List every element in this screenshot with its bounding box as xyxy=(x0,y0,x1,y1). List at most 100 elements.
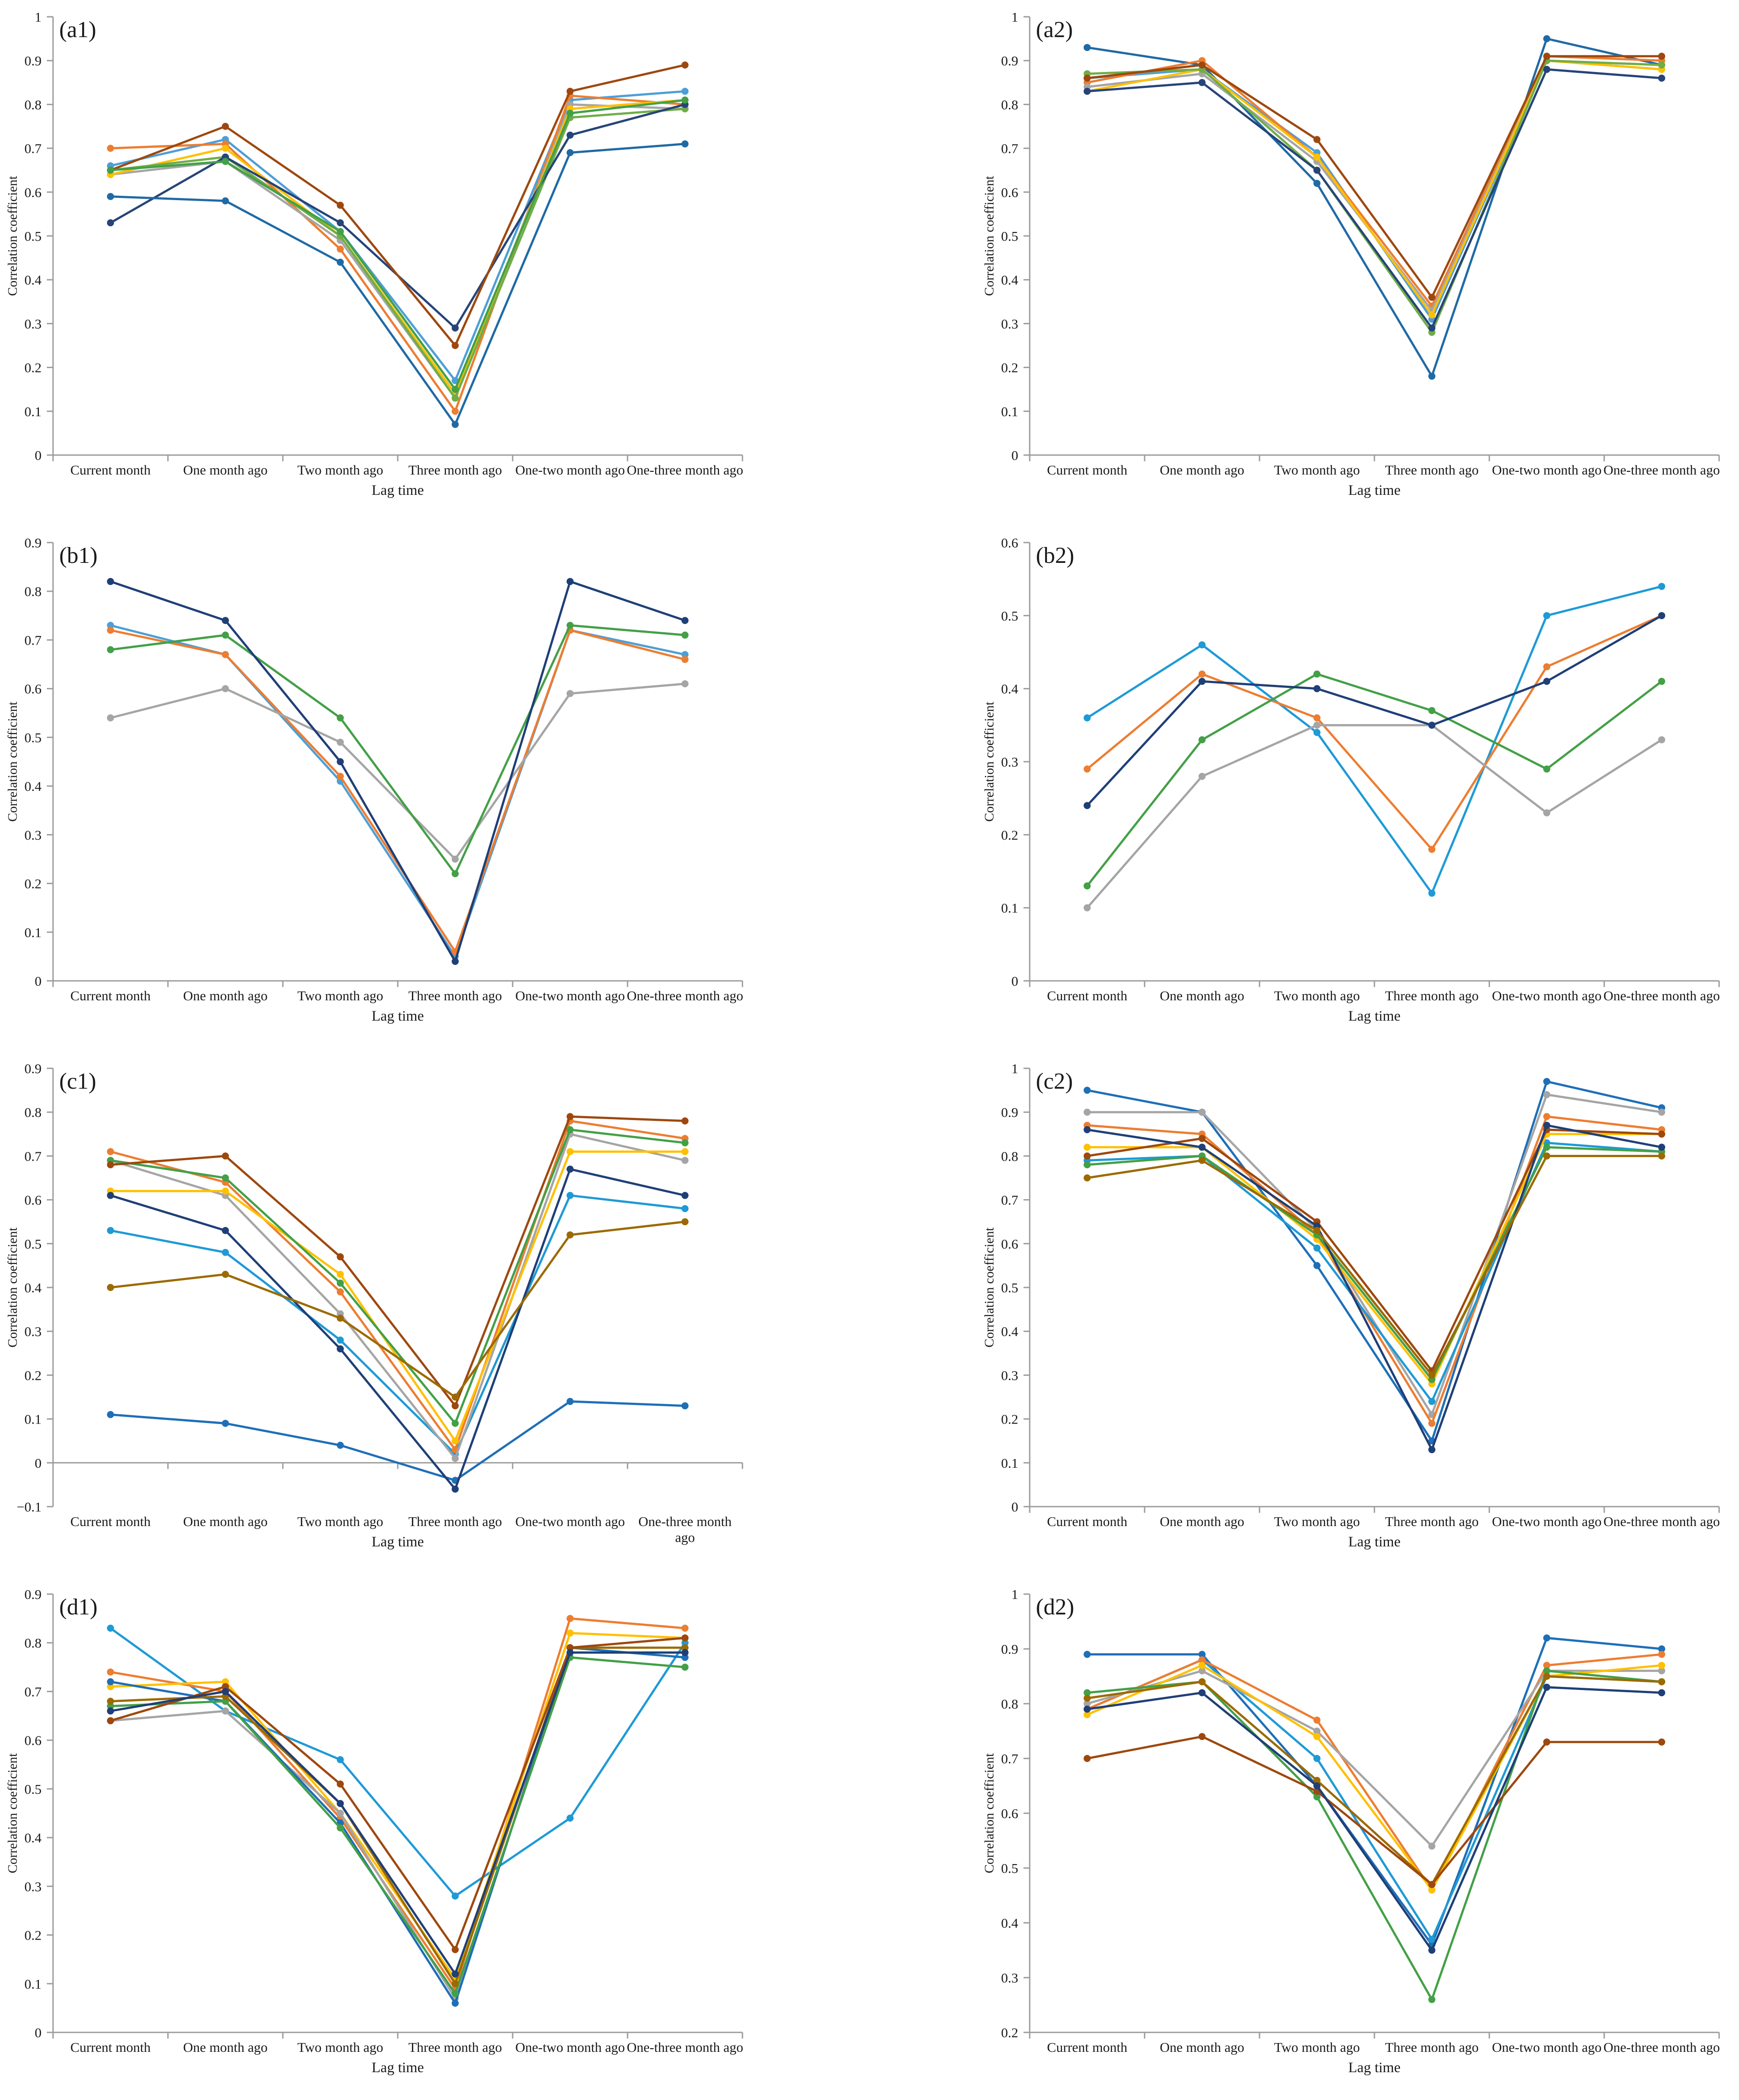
data-point xyxy=(1543,663,1550,671)
data-point xyxy=(452,1485,459,1493)
data-point xyxy=(1313,167,1320,174)
data-point xyxy=(1543,66,1550,73)
data-point xyxy=(1658,1651,1665,1658)
data-point xyxy=(1428,311,1435,319)
panel-label: (b1) xyxy=(59,543,98,568)
y-tick-label: 0.3 xyxy=(1001,754,1018,770)
y-tick-label: 0.1 xyxy=(24,1412,42,1427)
data-point xyxy=(452,855,459,863)
x-tick-label: One-three month ago xyxy=(1603,1514,1720,1529)
data-point xyxy=(1543,1143,1550,1151)
series-line-8 xyxy=(1086,1735,1663,1886)
y-tick-label: 0.5 xyxy=(24,1781,42,1797)
data-point xyxy=(567,110,574,117)
x-tick-label: Two month ago xyxy=(1274,1514,1360,1529)
data-point xyxy=(567,1113,574,1120)
series-line-1 xyxy=(109,1400,686,1481)
data-point xyxy=(1199,678,1206,685)
data-point xyxy=(452,1420,459,1427)
series-line-3 xyxy=(109,1120,686,1451)
y-tick-label: 0.8 xyxy=(1001,1148,1018,1164)
data-point xyxy=(1199,641,1206,649)
y-axis-title: Correlation coefficient xyxy=(982,701,997,821)
y-axis-title: Correlation coefficient xyxy=(5,1753,20,1873)
data-point xyxy=(337,1345,344,1352)
y-tick-label: 0.8 xyxy=(1001,1696,1018,1712)
y-tick-label: 0 xyxy=(1012,448,1019,463)
x-tick-label: One-three month ago xyxy=(627,988,743,1003)
y-tick-label: 0.3 xyxy=(1001,1367,1018,1383)
data-point xyxy=(452,421,459,428)
series-line-1 xyxy=(1086,1080,1663,1442)
y-tick-label: 0.3 xyxy=(24,827,42,843)
data-point xyxy=(681,1139,689,1147)
y-tick-label: 0.2 xyxy=(1001,827,1018,843)
data-point xyxy=(681,1205,689,1212)
y-tick-label: 0.6 xyxy=(24,1192,42,1208)
data-point xyxy=(1543,612,1550,619)
series-line-8 xyxy=(1086,1124,1663,1451)
x-tick-label: One-three month ago xyxy=(627,2039,743,2055)
chart-panel-b1: 0 0.1 0.2 0.3 0.4 0.5 0.6 0.7 0.8 0.9 Current mont… xyxy=(5,535,743,1024)
data-point xyxy=(681,1644,689,1652)
y-tick-label: 0 xyxy=(35,1455,42,1471)
y-tick-label: 0.2 xyxy=(24,1928,42,1943)
data-point xyxy=(107,1717,114,1724)
data-point xyxy=(1543,1683,1550,1691)
y-tick-label: 0.9 xyxy=(1001,1641,1018,1657)
data-point xyxy=(681,140,689,148)
data-point xyxy=(222,1249,229,1256)
data-point xyxy=(567,1148,574,1155)
data-point xyxy=(107,578,114,585)
data-point xyxy=(1543,1738,1550,1746)
data-point xyxy=(1313,670,1320,678)
y-tick-label: 0.5 xyxy=(1001,608,1018,623)
x-tick-label: Two month ago xyxy=(297,988,383,1003)
x-tick-label: One-two month ago xyxy=(1492,2039,1602,2055)
data-point xyxy=(567,1629,574,1637)
y-tick-label: 0.9 xyxy=(24,535,42,551)
x-axis-title: Lag time xyxy=(372,482,424,498)
data-point xyxy=(567,1649,574,1656)
data-point xyxy=(1313,722,1320,729)
x-tick-label: Current month xyxy=(70,988,151,1003)
series-line-7 xyxy=(109,1646,686,1985)
data-point xyxy=(1428,1886,1435,1894)
data-point xyxy=(107,1161,114,1169)
data-point xyxy=(1543,678,1550,685)
series-line-3 xyxy=(1086,55,1663,308)
data-point xyxy=(107,1227,114,1234)
data-point xyxy=(1084,1711,1091,1718)
data-point xyxy=(222,158,229,165)
y-tick-label: 1 xyxy=(35,9,42,25)
data-point xyxy=(1199,736,1206,744)
data-point xyxy=(337,738,344,746)
data-point xyxy=(1199,1678,1206,1686)
data-point xyxy=(222,1152,229,1160)
y-tick-label: 0.8 xyxy=(24,584,42,599)
x-tick-label: Current month xyxy=(1047,2039,1127,2055)
data-point xyxy=(337,258,344,266)
series-line-3 xyxy=(109,103,686,399)
x-tick-label: One-two month ago xyxy=(1492,462,1602,478)
data-point xyxy=(337,1810,344,1817)
data-point xyxy=(1428,1996,1435,2003)
series-line-9 xyxy=(109,1220,686,1398)
data-point xyxy=(1084,1152,1091,1160)
data-point xyxy=(1543,1667,1550,1675)
data-point xyxy=(452,1454,459,1462)
data-point xyxy=(1313,729,1320,736)
data-point xyxy=(1658,736,1665,744)
data-point xyxy=(337,1756,344,1763)
data-point xyxy=(1313,136,1320,143)
x-tick-label: Three month ago xyxy=(408,2039,502,2055)
series-line-1 xyxy=(109,90,686,382)
chart-panel-d1: 0 0.1 0.2 0.3 0.4 0.5 0.6 0.7 0.8 0.9 Current mont… xyxy=(5,1587,743,2076)
x-axis-title: Lag time xyxy=(372,2060,424,2076)
data-point xyxy=(222,1420,229,1427)
series-line-8 xyxy=(109,1168,686,1490)
data-point xyxy=(1543,1113,1550,1120)
data-point xyxy=(1428,846,1435,853)
data-point xyxy=(567,622,574,629)
data-point xyxy=(567,1166,574,1173)
